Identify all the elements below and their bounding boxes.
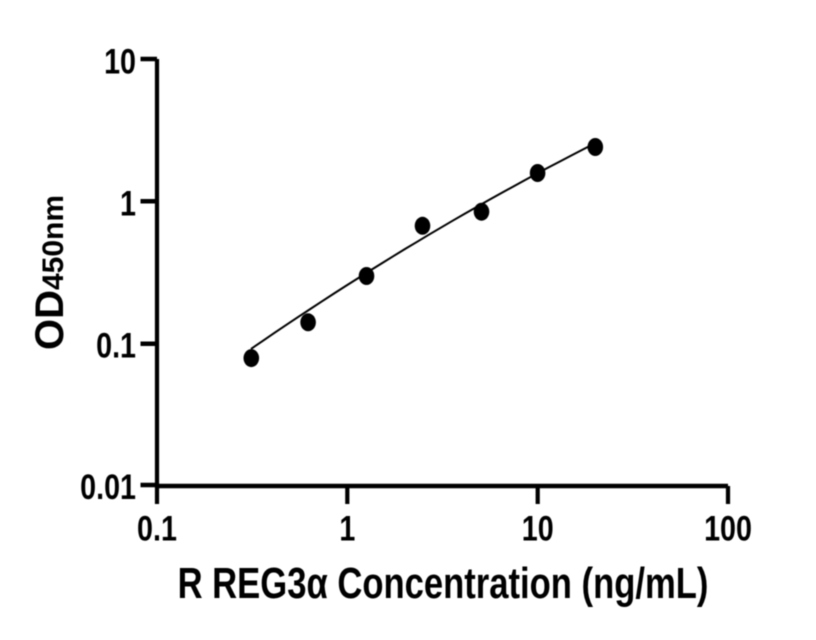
svg-text:0.1: 0.1 [96, 326, 136, 365]
svg-text:1: 1 [120, 184, 136, 223]
svg-text:100: 100 [704, 509, 752, 548]
svg-text:10: 10 [104, 42, 136, 81]
svg-text:10: 10 [522, 509, 554, 548]
svg-text:0.01: 0.01 [80, 467, 136, 506]
svg-text:0.1: 0.1 [137, 509, 177, 548]
svg-text:R REG3α Concentration (ng/mL): R REG3α Concentration (ng/mL) [178, 559, 709, 608]
svg-text:1: 1 [339, 509, 355, 548]
